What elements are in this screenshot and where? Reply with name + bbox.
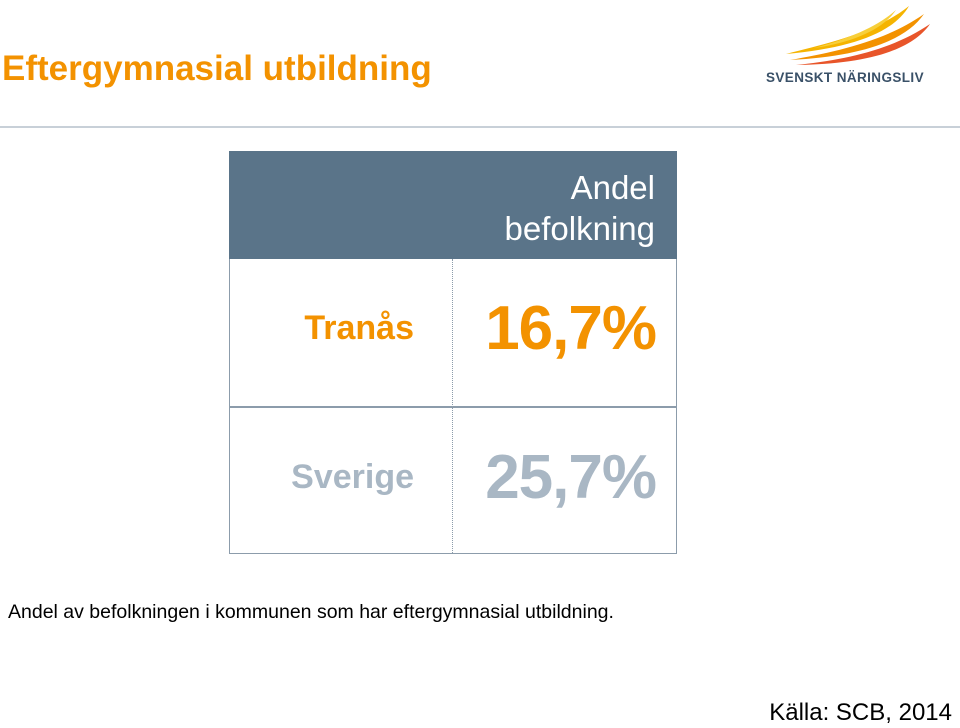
row-label-tranas: Tranås bbox=[304, 309, 414, 347]
bird-wing-logo-icon bbox=[786, 6, 930, 65]
statistics-table: Andel befolkning Tranås 16,7% Sverige 25… bbox=[229, 151, 677, 555]
table-body: Tranås 16,7% Sverige 25,7% bbox=[229, 259, 677, 554]
table-header: Andel befolkning bbox=[229, 151, 677, 259]
table-caption: Andel av befolkningen i kommunen som har… bbox=[8, 601, 614, 623]
source-note: Källa: SCB, 2014 bbox=[769, 699, 952, 726]
logo-text: SVENSKT NÄRINGSLIV bbox=[766, 70, 924, 85]
row-value-tranas: 16,7% bbox=[485, 294, 657, 363]
svenskt-naringsliv-logo: SVENSKT NÄRINGSLIV bbox=[764, 4, 936, 85]
column-header-andel-befolkning: Andel befolkning bbox=[504, 169, 655, 247]
row-divider bbox=[230, 406, 676, 408]
header-divider bbox=[0, 126, 960, 128]
row-label-sverige: Sverige bbox=[291, 458, 414, 496]
page-title: Eftergymnasial utbildning bbox=[2, 49, 432, 88]
row-value-sverige: 25,7% bbox=[485, 443, 657, 512]
